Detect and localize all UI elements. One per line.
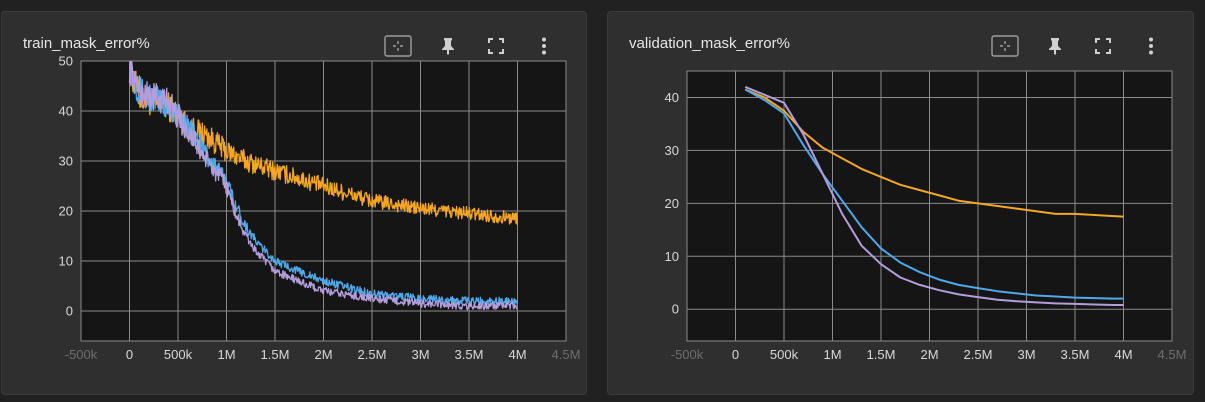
x-tick-label: 2.5M	[964, 347, 993, 362]
x-tick-label: 0	[732, 347, 739, 362]
y-tick-label: 20	[665, 196, 679, 211]
x-tick-label: 3.5M	[455, 347, 484, 362]
x-tick-label: 2M	[920, 347, 938, 362]
y-tick-label: 20	[59, 204, 73, 219]
x-tick-label: 1M	[217, 347, 235, 362]
y-tick-label: 40	[665, 90, 679, 105]
x-tick-label: 3.5M	[1061, 347, 1090, 362]
y-tick-label: 0	[672, 302, 679, 317]
y-tick-label: 0	[66, 304, 73, 319]
x-tick-label: -500k	[671, 347, 704, 362]
y-tick-label: 10	[665, 249, 679, 264]
x-tick-label: 4M	[508, 347, 526, 362]
x-tick-label: 500k	[770, 347, 799, 362]
x-tick-label: 4M	[1114, 347, 1132, 362]
x-tick-label: 4.5M	[552, 347, 581, 362]
validation-plot[interactable]: -500k 0 500k 1M 1.5M 2M 2.5M 3M 3.5M 4M 4.5M 0 10 20 3…	[608, 12, 1195, 396]
x-tick-label: 500k	[164, 347, 193, 362]
x-tick-label: 1.5M	[867, 347, 896, 362]
y-tick-label: 40	[59, 104, 73, 119]
x-tick-label: 1.5M	[261, 347, 290, 362]
x-tick-label: 3M	[1017, 347, 1035, 362]
y-tick-label: 30	[59, 154, 73, 169]
y-tick-label: 50	[59, 54, 73, 69]
x-tick-label: 2.5M	[358, 347, 387, 362]
y-tick-label: 30	[665, 143, 679, 158]
x-tick-label: 4.5M	[1158, 347, 1187, 362]
train-chart-card: train_mask_error% -500k 0 500k 1M 1.5M 2M 2.5M…	[1, 11, 587, 395]
train-plot[interactable]: -500k 0 500k 1M 1.5M 2M 2.5M 3M 3.5M 4M 4.5M 0 10 20 3…	[2, 12, 588, 396]
x-tick-label: 0	[126, 347, 133, 362]
x-tick-label: 3M	[411, 347, 429, 362]
validation-chart-card: validation_mask_error% -500k 0 500k 1M 1.5M 2…	[607, 11, 1194, 395]
x-tick-label: 1M	[823, 347, 841, 362]
x-tick-label: -500k	[65, 347, 98, 362]
x-tick-label: 2M	[314, 347, 332, 362]
y-tick-label: 10	[59, 254, 73, 269]
